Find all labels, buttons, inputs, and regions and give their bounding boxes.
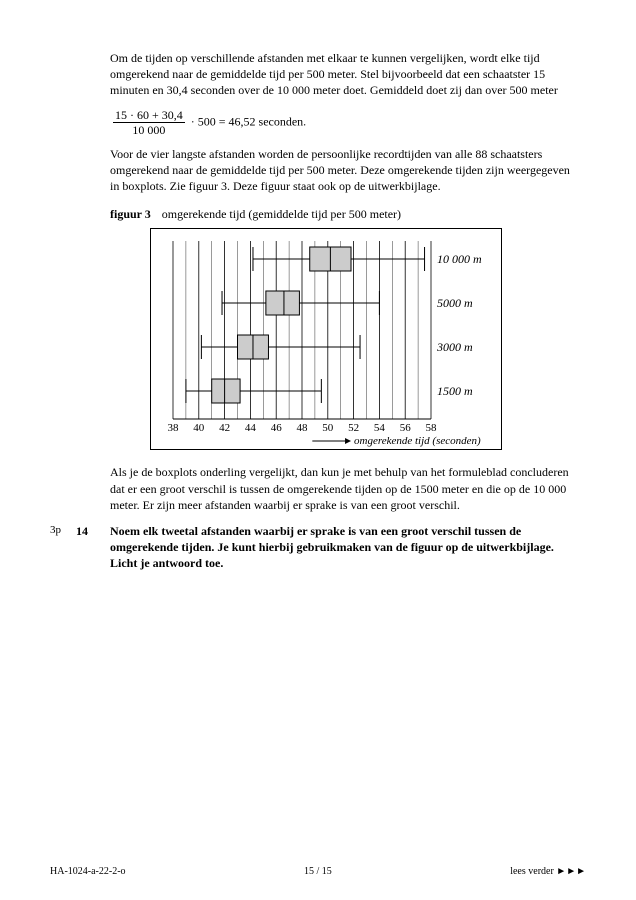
svg-text:52: 52: [348, 422, 359, 434]
svg-text:58: 58: [426, 422, 438, 434]
figure-title: omgerekende tijd (gemiddelde tijd per 50…: [162, 207, 401, 221]
question-text: Noem elk tweetal afstanden waarbij er sp…: [110, 523, 576, 572]
chart-container: 38 40 42 44 46 48 50 52 54 56 58omgerekende tijd (…: [150, 228, 576, 450]
svg-text:56: 56: [400, 422, 412, 434]
boxplot-chart: 38 40 42 44 46 48 50 52 54 56 58omgerekende tijd (…: [151, 229, 501, 449]
footer-center: 15 / 15: [50, 865, 586, 879]
svg-text:50: 50: [322, 422, 334, 434]
fraction-numerator: 15 · 60 + 30,4: [113, 109, 185, 123]
fraction-denominator: 10 000: [113, 123, 185, 136]
paragraph-3: Als je de boxplots onderling vergelijkt,…: [110, 464, 576, 513]
svg-text:38: 38: [168, 422, 180, 434]
svg-text:54: 54: [374, 422, 386, 434]
figure-label: figuur 3: [110, 207, 151, 221]
svg-text:40: 40: [193, 422, 205, 434]
paragraph-2: Voor de vier langste afstanden worden de…: [110, 146, 576, 195]
footer: HA-1024-a-22-2-o lees verder ►►► 15 / 15: [0, 865, 636, 879]
chart-frame: 38 40 42 44 46 48 50 52 54 56 58omgerekende tijd (…: [150, 228, 502, 450]
svg-text:1500 m: 1500 m: [437, 384, 473, 398]
figure-caption: figuur 3 omgerekende tijd (gemiddelde ti…: [110, 206, 576, 222]
footer-right: lees verder ►►►: [510, 865, 586, 879]
svg-text:46: 46: [271, 422, 283, 434]
svg-text:10 000 m: 10 000 m: [437, 252, 482, 266]
page: Om de tijden op verschillende afstanden …: [0, 0, 636, 900]
fraction: 15 · 60 + 30,4 10 000: [110, 109, 188, 136]
formula: 15 · 60 + 30,4 10 000 · 500 = 46,52 seco…: [110, 109, 576, 136]
svg-text:42: 42: [219, 422, 230, 434]
question-14: 3p 14 Noem elk tweetal afstanden waarbij…: [110, 523, 576, 572]
svg-text:48: 48: [297, 422, 309, 434]
question-points: 3p: [50, 523, 61, 538]
footer-left: HA-1024-a-22-2-o: [50, 865, 126, 879]
paragraph-intro: Om de tijden op verschillende afstanden …: [110, 50, 576, 99]
formula-tail: · 500 = 46,52 seconden.: [191, 114, 306, 128]
svg-text:44: 44: [245, 422, 257, 434]
question-number: 14: [76, 523, 88, 539]
svg-text:3000 m: 3000 m: [436, 340, 473, 354]
svg-text:omgerekende tijd (seconden): omgerekende tijd (seconden): [354, 435, 481, 447]
svg-text:5000 m: 5000 m: [437, 296, 473, 310]
